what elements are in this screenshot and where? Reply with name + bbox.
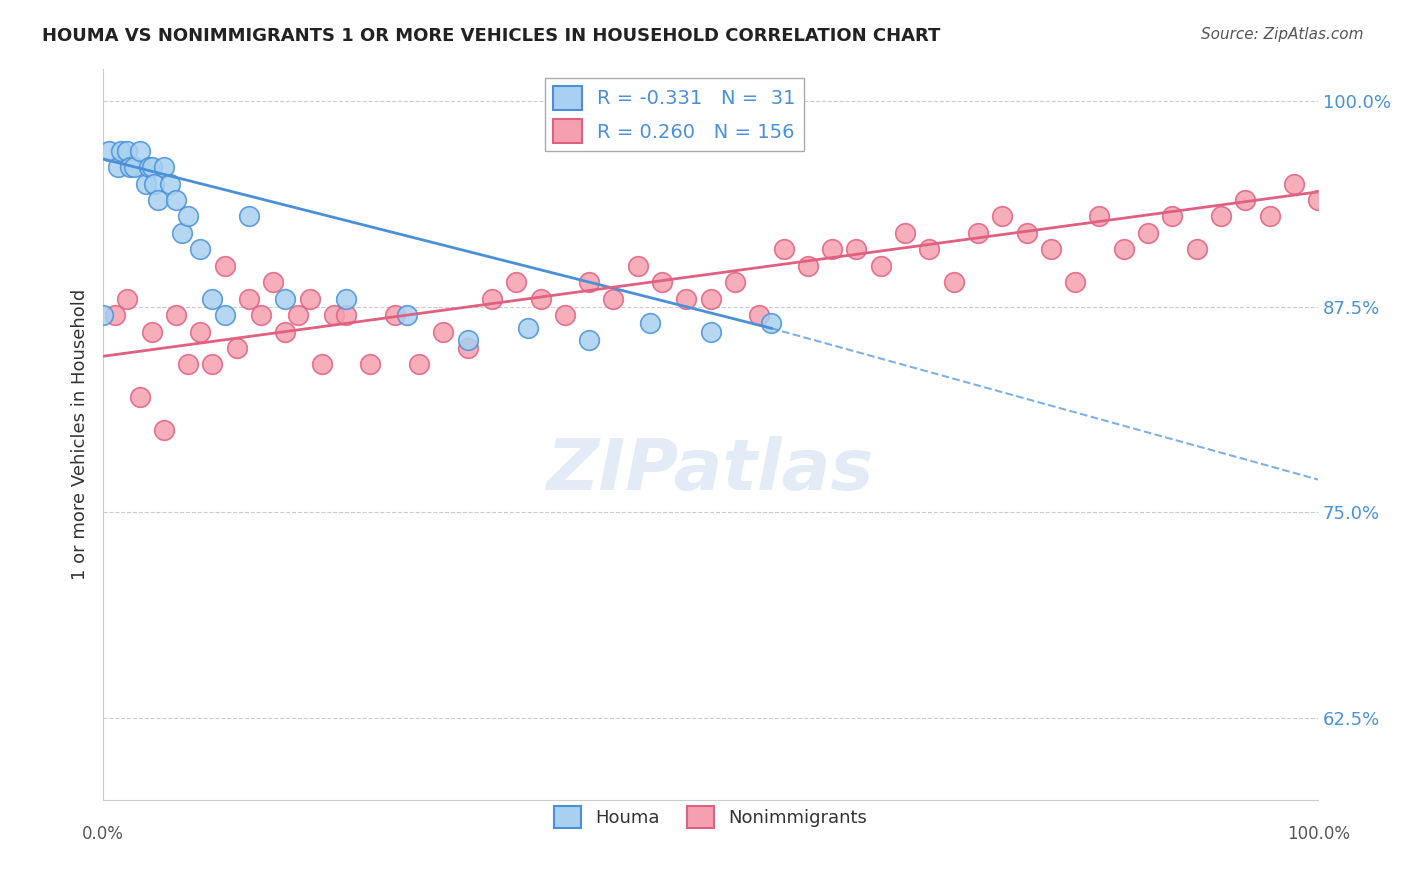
Point: [991, 210, 1014, 224]
Point: [214, 308, 236, 322]
Point: [323, 308, 346, 322]
Point: [699, 325, 721, 339]
Point: [159, 177, 181, 191]
Point: [505, 275, 527, 289]
Point: [188, 325, 211, 339]
Point: [395, 308, 418, 322]
Point: [118, 160, 141, 174]
Point: [578, 333, 600, 347]
Point: [918, 243, 941, 257]
Point: [165, 308, 187, 322]
Point: [153, 160, 176, 174]
Point: [298, 292, 321, 306]
Point: [141, 160, 163, 174]
Point: [107, 160, 129, 174]
Point: [238, 292, 260, 306]
Point: [238, 210, 260, 224]
Point: [262, 275, 284, 289]
Point: [138, 160, 160, 174]
Point: [517, 321, 540, 335]
Point: [638, 317, 661, 331]
Point: [274, 325, 297, 339]
Point: [1064, 275, 1087, 289]
Text: 0.0%: 0.0%: [82, 825, 124, 843]
Point: [274, 292, 297, 306]
Point: [287, 308, 309, 322]
Point: [177, 358, 200, 372]
Point: [748, 308, 770, 322]
Point: [432, 325, 454, 339]
Point: [481, 292, 503, 306]
Point: [772, 243, 794, 257]
Point: [1308, 193, 1330, 207]
Point: [602, 292, 624, 306]
Point: [942, 275, 965, 289]
Point: [214, 259, 236, 273]
Point: [578, 275, 600, 289]
Point: [675, 292, 697, 306]
Text: Source: ZipAtlas.com: Source: ZipAtlas.com: [1201, 27, 1364, 42]
Text: HOUMA VS NONIMMIGRANTS 1 OR MORE VEHICLES IN HOUSEHOLD CORRELATION CHART: HOUMA VS NONIMMIGRANTS 1 OR MORE VEHICLE…: [42, 27, 941, 45]
Point: [201, 292, 224, 306]
Point: [117, 292, 139, 306]
Point: [869, 259, 891, 273]
Point: [250, 308, 273, 322]
Point: [1137, 226, 1160, 240]
Point: [225, 341, 247, 355]
Point: [1185, 243, 1208, 257]
Point: [967, 226, 990, 240]
Point: [1209, 210, 1232, 224]
Point: [651, 275, 673, 289]
Point: [201, 358, 224, 372]
Point: [146, 193, 169, 207]
Point: [797, 259, 820, 273]
Point: [1039, 243, 1062, 257]
Point: [122, 160, 145, 174]
Point: [177, 210, 200, 224]
Point: [384, 308, 406, 322]
Point: [1161, 210, 1184, 224]
Point: [311, 358, 333, 372]
Point: [165, 193, 187, 207]
Point: [335, 292, 357, 306]
Point: [359, 358, 381, 372]
Point: [894, 226, 917, 240]
Text: 100.0%: 100.0%: [1286, 825, 1350, 843]
Point: [1112, 243, 1135, 257]
Point: [529, 292, 551, 306]
Point: [153, 423, 176, 437]
Point: [408, 358, 430, 372]
Point: [110, 144, 132, 158]
Point: [761, 317, 783, 331]
Y-axis label: 1 or more Vehicles in Household: 1 or more Vehicles in Household: [72, 289, 89, 580]
Point: [457, 341, 479, 355]
Point: [1088, 210, 1111, 224]
Point: [188, 243, 211, 257]
Point: [335, 308, 357, 322]
Point: [845, 243, 868, 257]
Point: [91, 308, 114, 322]
Point: [1258, 210, 1281, 224]
Point: [128, 390, 150, 404]
Point: [554, 308, 576, 322]
Legend: Houma, Nonimmigrants: Houma, Nonimmigrants: [547, 798, 875, 835]
Point: [143, 177, 166, 191]
Point: [98, 144, 121, 158]
Point: [457, 333, 479, 347]
Point: [135, 177, 157, 191]
Text: ZIPatlas: ZIPatlas: [547, 436, 875, 506]
Point: [1282, 177, 1305, 191]
Point: [1015, 226, 1038, 240]
Point: [699, 292, 721, 306]
Point: [141, 325, 163, 339]
Point: [627, 259, 650, 273]
Point: [724, 275, 747, 289]
Point: [128, 144, 150, 158]
Point: [104, 308, 127, 322]
Point: [172, 226, 194, 240]
Point: [117, 144, 139, 158]
Point: [1234, 193, 1257, 207]
Point: [821, 243, 844, 257]
